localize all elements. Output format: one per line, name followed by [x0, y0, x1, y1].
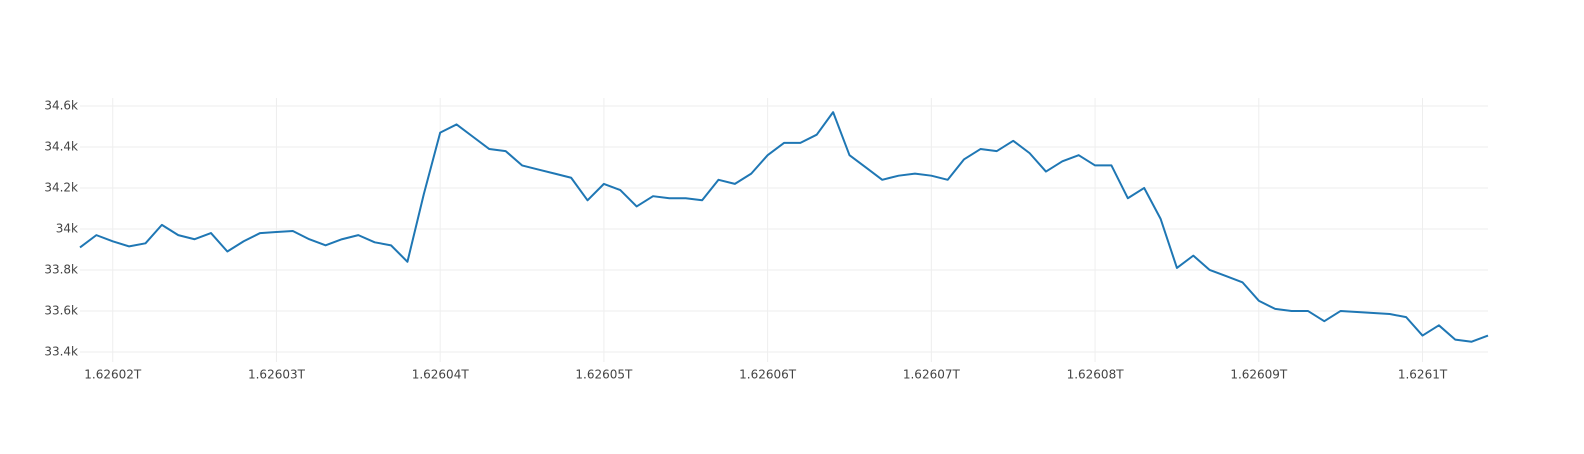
- x-tick-label: 1.62605T: [575, 368, 633, 382]
- y-tick-label: 34.2k: [44, 180, 78, 194]
- price-line: [79, 111, 1489, 343]
- x-tick-label: 1.6261T: [1398, 368, 1448, 382]
- x-tick-label: 1.62604T: [412, 368, 470, 382]
- x-tick-label: 1.62609T: [1230, 368, 1288, 382]
- x-tick-label: 1.62602T: [84, 368, 142, 382]
- x-tick-label: 1.62607T: [903, 368, 961, 382]
- y-tick-label: 33.4k: [44, 344, 78, 358]
- y-tick-label: 33.6k: [44, 303, 78, 317]
- x-tick-label: 1.62606T: [739, 368, 797, 382]
- y-tick-label: 34k: [56, 221, 78, 235]
- x-tick-label: 1.62603T: [248, 368, 306, 382]
- y-tick-label: 34.6k: [44, 98, 78, 112]
- x-tick-label: 1.62608T: [1067, 368, 1125, 382]
- y-tick-label: 33.8k: [44, 262, 78, 276]
- y-tick-label: 34.4k: [44, 139, 78, 153]
